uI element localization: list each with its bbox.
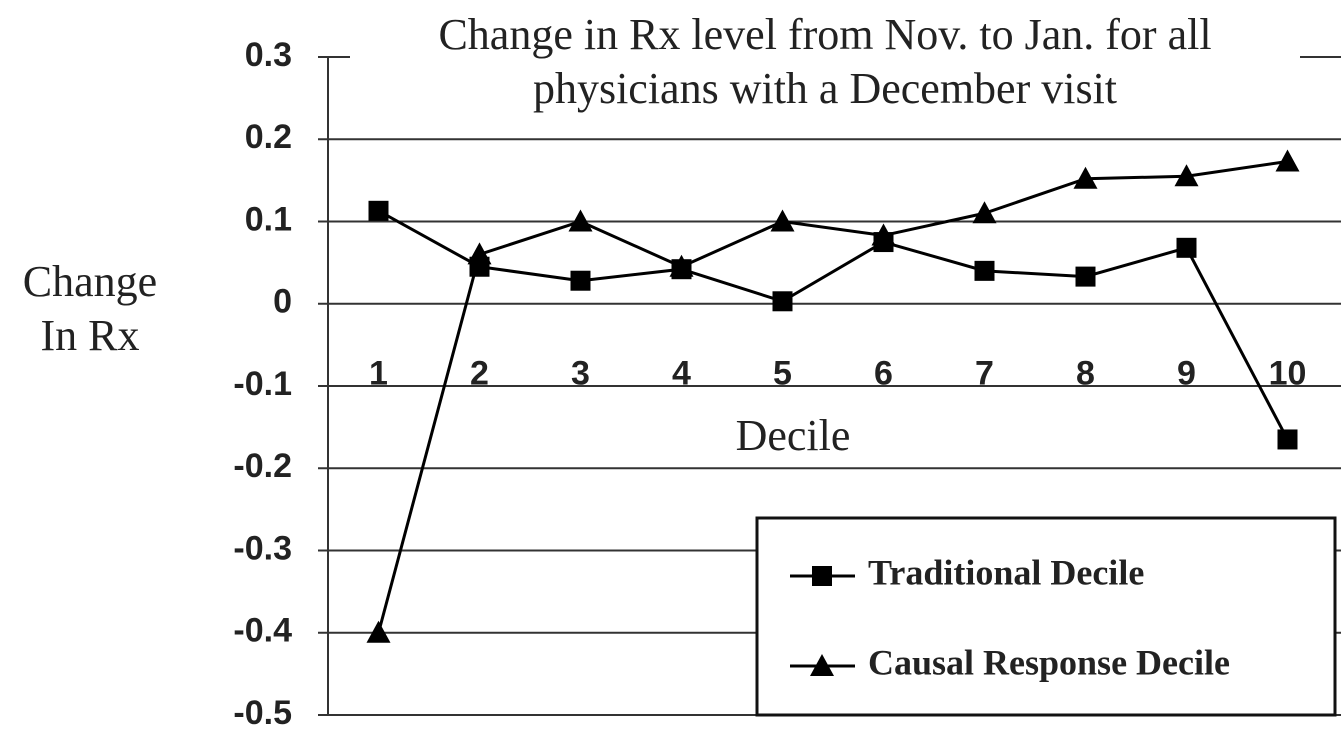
y-tick-label: 0: [273, 283, 292, 321]
marker: [770, 209, 795, 232]
marker: [1073, 166, 1098, 189]
x-tick-label: 5: [773, 355, 792, 393]
marker: [1075, 266, 1096, 287]
marker: [772, 291, 793, 312]
y-tick-label: 0.1: [245, 200, 292, 238]
y-tick-label: -0.2: [233, 447, 292, 485]
marker: [972, 201, 997, 224]
x-axis-label: Decile: [736, 411, 851, 460]
y-tick-label: -0.1: [233, 365, 292, 403]
y-axis-label: Change In Rx: [22, 257, 158, 360]
y-tick-label: 0.3: [245, 36, 292, 74]
x-tick-label: 6: [874, 355, 893, 393]
marker: [669, 254, 694, 277]
x-tick-label: 2: [470, 355, 489, 393]
marker: [1275, 149, 1300, 172]
y-tick-label: 0.2: [245, 118, 292, 156]
marker: [368, 200, 389, 221]
marker: [467, 242, 492, 265]
marker: [1277, 429, 1298, 450]
chart-title: Change in Rx level from Nov. to Jan. for…: [350, 8, 1300, 116]
x-tick-label: 9: [1177, 355, 1196, 393]
marker: [570, 270, 591, 291]
marker: [366, 620, 391, 643]
marker: [871, 223, 896, 246]
x-tick-label: 1: [369, 355, 388, 393]
marker: [1176, 237, 1197, 258]
x-tick-label: 3: [571, 355, 590, 393]
y-tick-label: -0.3: [233, 529, 292, 567]
x-tick-label: 8: [1076, 355, 1095, 393]
y-tick-label: -0.5: [233, 694, 292, 732]
x-tick-label: 4: [672, 355, 691, 393]
marker: [974, 260, 995, 281]
x-tick-label: 10: [1269, 355, 1307, 393]
marker: [568, 209, 593, 232]
x-tick-label: 7: [975, 355, 994, 393]
series-line: [377, 209, 1289, 441]
marker: [1174, 164, 1199, 187]
y-tick-label: -0.4: [233, 612, 292, 650]
series-line: [377, 159, 1288, 634]
